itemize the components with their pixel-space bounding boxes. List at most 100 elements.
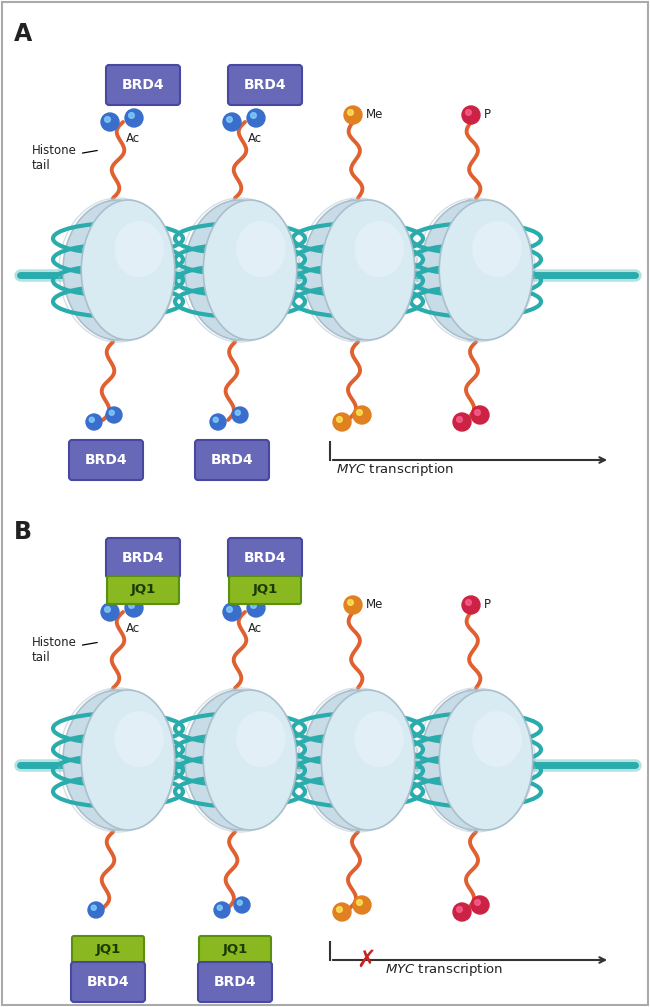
Ellipse shape <box>421 200 531 340</box>
Ellipse shape <box>93 200 131 340</box>
Circle shape <box>333 903 351 921</box>
Circle shape <box>357 899 362 905</box>
Circle shape <box>217 905 222 910</box>
Circle shape <box>353 896 371 914</box>
Circle shape <box>474 899 480 905</box>
Circle shape <box>247 599 265 617</box>
Circle shape <box>247 109 265 127</box>
Ellipse shape <box>93 690 131 830</box>
FancyBboxPatch shape <box>195 440 269 480</box>
FancyBboxPatch shape <box>228 65 302 105</box>
Text: $\it{MYC}$ transcription: $\it{MYC}$ transcription <box>385 961 503 978</box>
Ellipse shape <box>114 711 164 767</box>
Ellipse shape <box>63 690 173 830</box>
Ellipse shape <box>421 690 531 830</box>
FancyBboxPatch shape <box>72 936 144 964</box>
Text: BRD4: BRD4 <box>214 975 256 989</box>
Circle shape <box>232 407 248 423</box>
Ellipse shape <box>214 200 254 340</box>
Circle shape <box>471 406 489 424</box>
FancyBboxPatch shape <box>229 576 301 604</box>
Circle shape <box>465 110 471 116</box>
Circle shape <box>462 596 480 614</box>
Ellipse shape <box>333 690 371 830</box>
Circle shape <box>89 417 94 422</box>
Ellipse shape <box>114 221 164 277</box>
Ellipse shape <box>354 221 404 277</box>
Text: JQ1: JQ1 <box>252 583 278 596</box>
Circle shape <box>234 897 250 913</box>
Ellipse shape <box>450 690 489 830</box>
Circle shape <box>474 410 480 415</box>
Circle shape <box>101 113 119 131</box>
Text: B: B <box>14 520 32 544</box>
Text: BRD4: BRD4 <box>244 78 286 92</box>
Text: JQ1: JQ1 <box>222 944 248 957</box>
Text: Histone
tail: Histone tail <box>32 144 98 172</box>
Circle shape <box>337 906 343 912</box>
Text: Ac: Ac <box>126 132 140 145</box>
Text: BRD4: BRD4 <box>84 453 127 467</box>
Circle shape <box>129 113 135 119</box>
Text: BRD4: BRD4 <box>86 975 129 989</box>
Circle shape <box>251 113 256 119</box>
Circle shape <box>214 902 230 918</box>
Ellipse shape <box>321 200 415 340</box>
Circle shape <box>105 117 111 123</box>
Text: P: P <box>484 598 491 611</box>
Text: Ac: Ac <box>126 622 140 635</box>
Circle shape <box>453 903 471 921</box>
Ellipse shape <box>81 200 175 340</box>
FancyBboxPatch shape <box>69 440 143 480</box>
Circle shape <box>344 106 362 124</box>
Circle shape <box>91 905 96 910</box>
Text: Me: Me <box>366 598 384 611</box>
Circle shape <box>213 417 218 422</box>
Text: BRD4: BRD4 <box>244 551 286 565</box>
Circle shape <box>251 602 256 608</box>
Ellipse shape <box>473 711 522 767</box>
Circle shape <box>86 414 102 430</box>
Ellipse shape <box>321 690 415 830</box>
Text: JQ1: JQ1 <box>131 583 155 596</box>
FancyBboxPatch shape <box>106 538 180 578</box>
Text: Me: Me <box>366 109 384 122</box>
Circle shape <box>223 603 241 621</box>
Circle shape <box>106 407 122 423</box>
Circle shape <box>471 896 489 914</box>
Circle shape <box>227 606 232 612</box>
Ellipse shape <box>236 711 286 767</box>
Circle shape <box>101 603 119 621</box>
Circle shape <box>88 902 104 918</box>
Circle shape <box>357 410 362 415</box>
Circle shape <box>456 906 462 912</box>
Text: $\it{MYC}$ transcription: $\it{MYC}$ transcription <box>336 461 454 478</box>
Ellipse shape <box>81 690 175 830</box>
Circle shape <box>453 413 471 431</box>
Text: BRD4: BRD4 <box>211 453 254 467</box>
Text: BRD4: BRD4 <box>122 551 164 565</box>
Text: Histone
tail: Histone tail <box>32 636 98 664</box>
Circle shape <box>456 417 462 422</box>
Circle shape <box>333 413 351 431</box>
Text: A: A <box>14 22 32 46</box>
Ellipse shape <box>63 200 173 340</box>
FancyBboxPatch shape <box>71 962 145 1002</box>
Ellipse shape <box>303 200 413 340</box>
Ellipse shape <box>450 200 489 340</box>
Ellipse shape <box>214 690 254 830</box>
Circle shape <box>109 410 114 415</box>
FancyBboxPatch shape <box>198 962 272 1002</box>
Ellipse shape <box>473 221 522 277</box>
Ellipse shape <box>185 200 295 340</box>
FancyBboxPatch shape <box>199 936 271 964</box>
Text: ✗: ✗ <box>356 948 376 972</box>
FancyBboxPatch shape <box>107 576 179 604</box>
Circle shape <box>348 599 354 605</box>
Circle shape <box>223 113 241 131</box>
Ellipse shape <box>303 690 413 830</box>
Ellipse shape <box>354 711 404 767</box>
Ellipse shape <box>203 200 297 340</box>
Circle shape <box>129 602 135 608</box>
Circle shape <box>235 410 240 415</box>
